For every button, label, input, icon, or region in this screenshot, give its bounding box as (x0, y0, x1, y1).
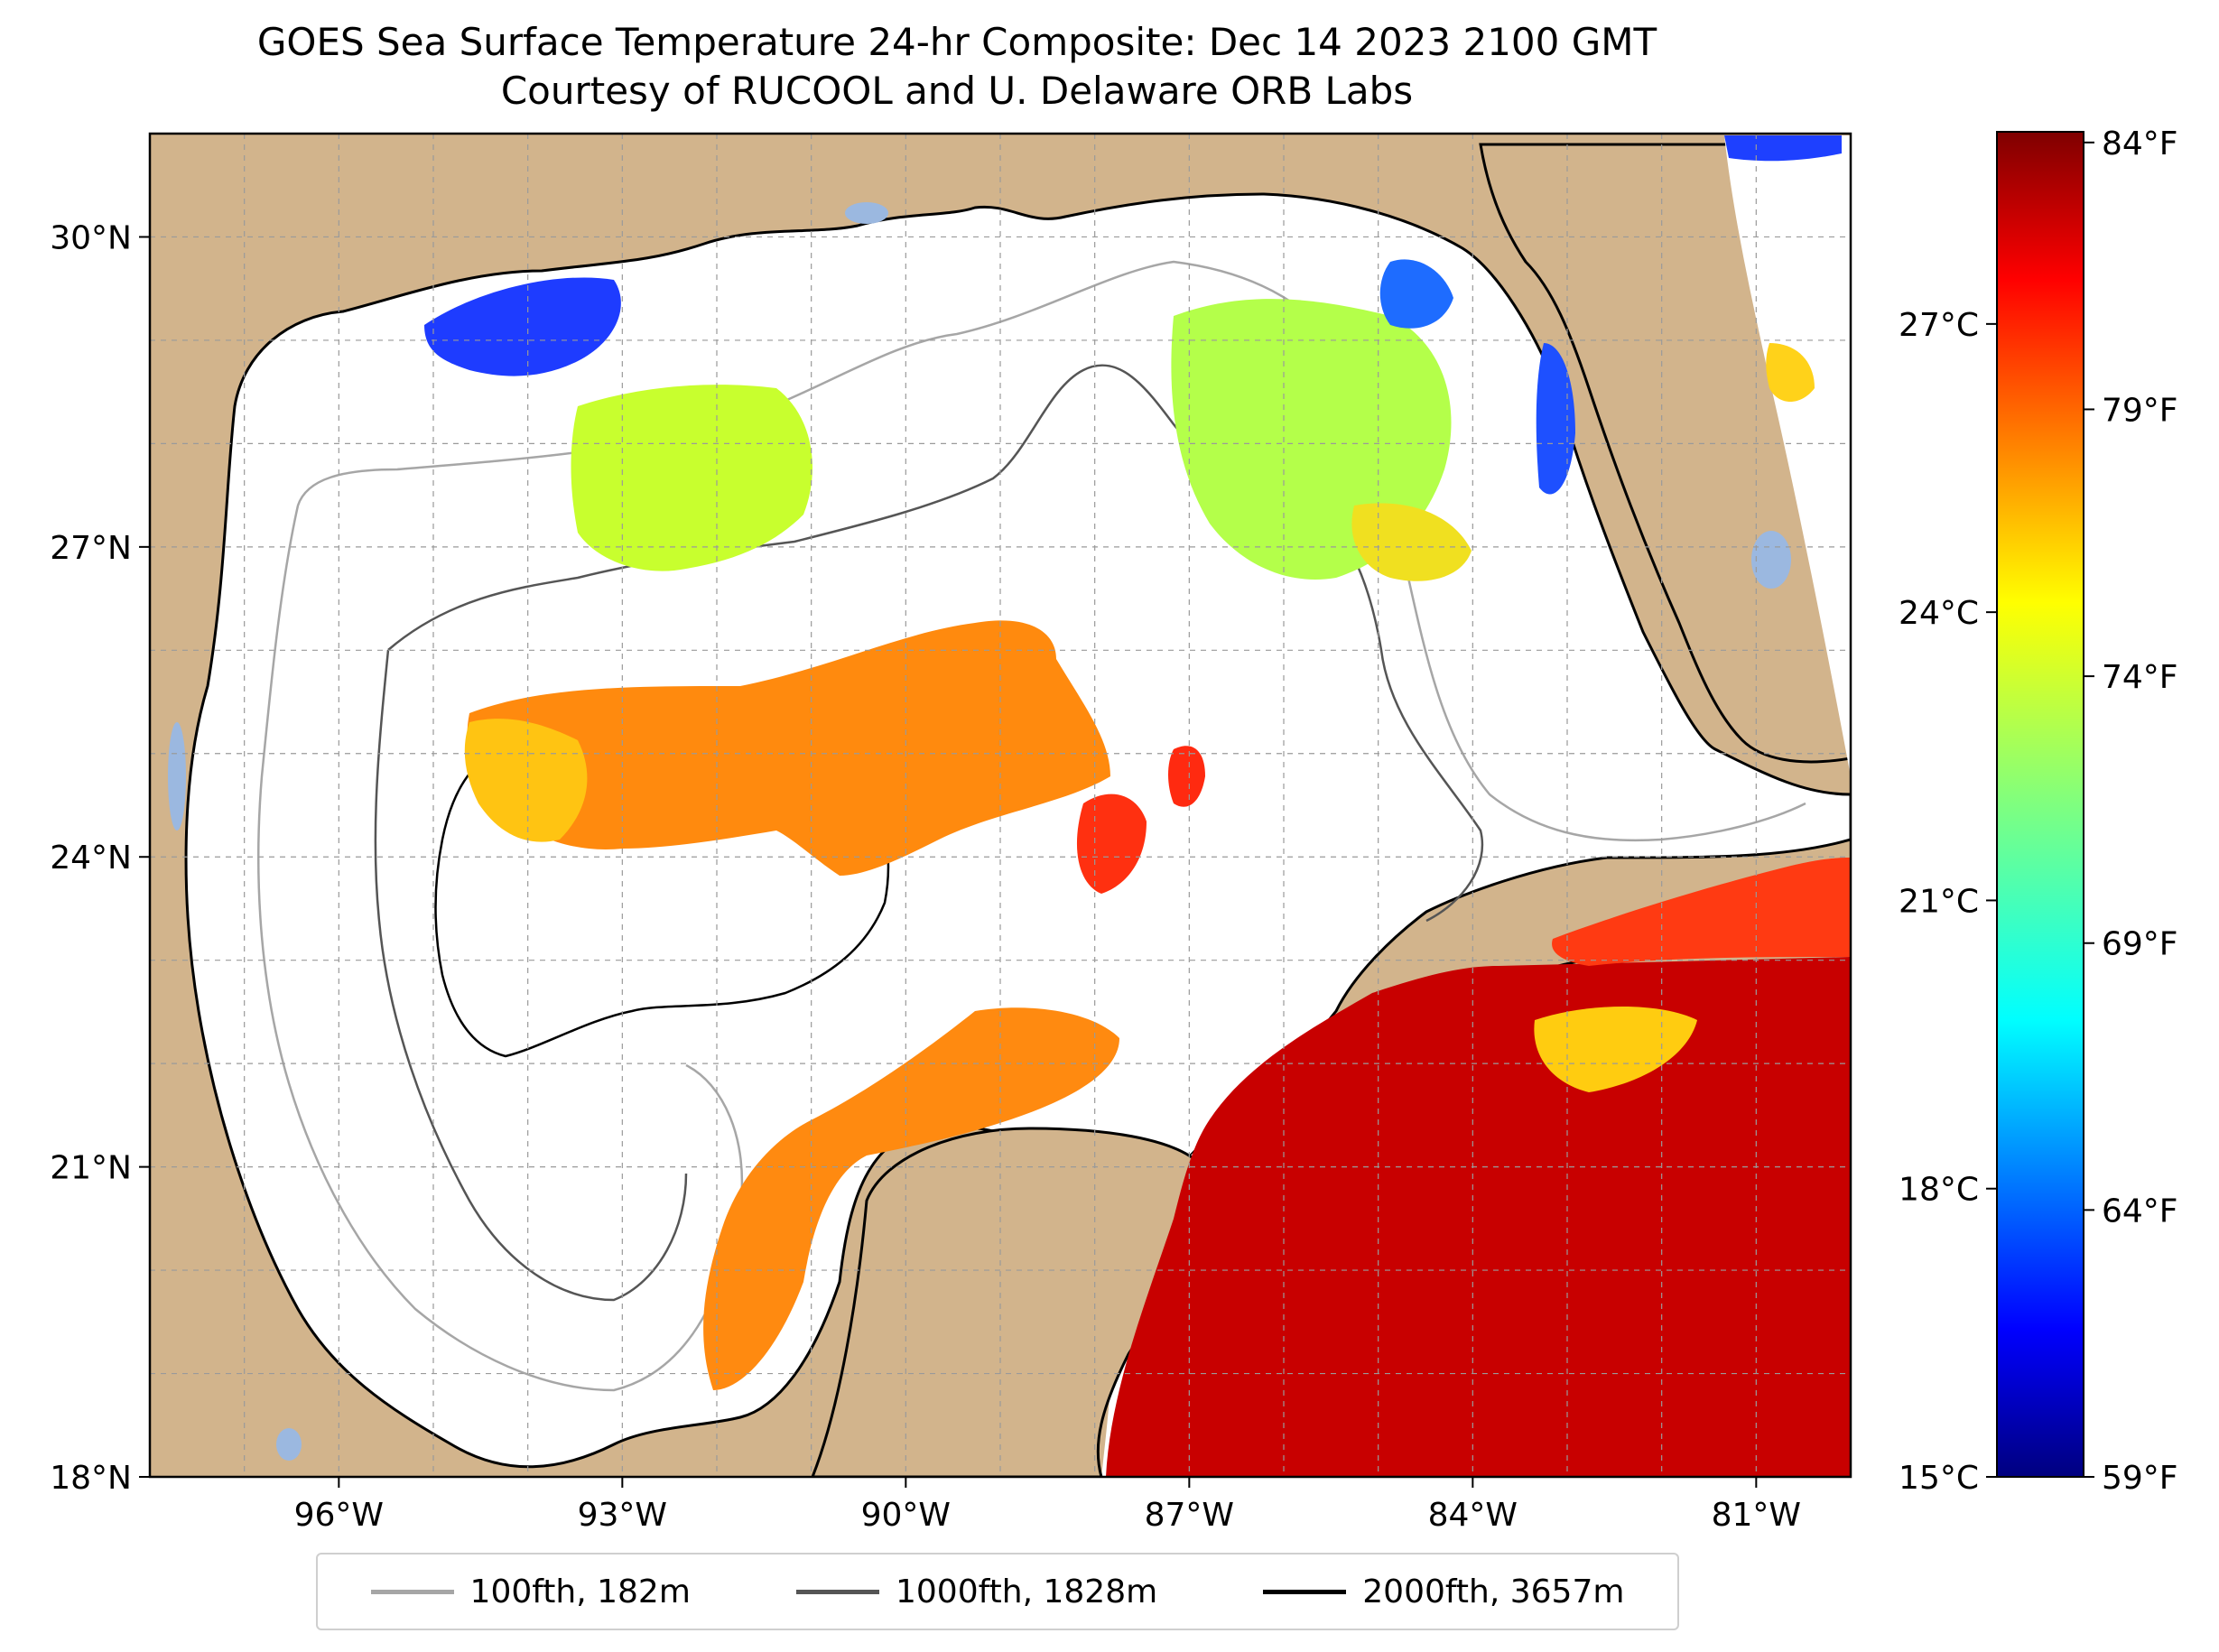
celsius-tick-label: 21°C (1899, 883, 1979, 920)
sst-patch-central-gulf (467, 620, 1110, 876)
fahrenheit-tick-label: 79°F (2102, 392, 2178, 429)
sst-patch-cuba-inland (1534, 1007, 1697, 1092)
sst-patch-caribbean (1106, 957, 1851, 1477)
celsius-tick-label: 15°C (1899, 1460, 1979, 1497)
laguna-madre (168, 722, 186, 831)
lon-tick-label: 87°W (1145, 1497, 1234, 1534)
lat-tick-label: 27°N (50, 530, 132, 567)
lon-tick-label: 84°W (1428, 1497, 1518, 1534)
sst-patch-bay-of-campeche (703, 1007, 1119, 1390)
fahrenheit-tick-label: 84°F (2102, 125, 2178, 162)
celsius-tick-label: 27°C (1899, 307, 1979, 344)
fahrenheit-tick-label: 74°F (2102, 659, 2178, 696)
colorbar-ticks: 27°C 24°C 21°C 18°C 15°C 84°F 79°F 74°F 69°F 64°F… (1899, 125, 2177, 1497)
lake-okeechobee (1751, 531, 1791, 589)
map-frame (148, 132, 1852, 1479)
lon-tick-label: 81°W (1712, 1497, 1801, 1534)
map-title: GOES Sea Surface Temperature 24-hr Compo… (256, 20, 1657, 64)
sst-patch-loop-north (1168, 746, 1205, 807)
fahrenheit-tick-label: 59°F (2102, 1460, 2178, 1497)
sst-patch-atlantic-florida (1724, 135, 1842, 162)
lon-tick-label: 93°W (578, 1497, 667, 1534)
fahrenheit-tick-label: 64°F (2102, 1193, 2178, 1230)
map-subtitle: Courtesy of RUCOOL and U. Delaware ORB L… (500, 69, 1414, 113)
celsius-tick-label: 24°C (1899, 595, 1979, 632)
legend-label-2000fth: 2000fth, 3657m (1362, 1573, 1625, 1610)
lat-tick-label: 30°N (50, 219, 132, 256)
sst-patch-tampa-coast (1536, 343, 1575, 495)
legend-line-1000fth (796, 1589, 879, 1594)
sst-patch-louisiana-shelf (571, 385, 812, 571)
atlantic-ocean (1724, 135, 1851, 776)
legend-label-1000fth: 1000fth, 1828m (896, 1573, 1158, 1610)
lat-tick-label: 24°N (50, 840, 132, 877)
colorbar (1996, 131, 2084, 1478)
bathymetry-legend: 100fth, 182m 1000fth, 1828m 2000fth, 365… (316, 1553, 1679, 1630)
legend-label-100fth: 100fth, 182m (469, 1573, 691, 1610)
sst-patch-texas-shelf (424, 277, 621, 376)
latitude-tick-labels: 30°N 27°N 24°N 21°N 18°N (50, 219, 150, 1497)
sst-patch-apalachee-bay (1379, 259, 1453, 329)
sst-patch-north-cuba (1552, 858, 1851, 966)
sst-patch-atlantic-yellow (1766, 343, 1815, 402)
legend-item-1000fth: 1000fth, 1828m (796, 1573, 1157, 1610)
lake-pontchartrain (845, 202, 888, 224)
legend-item-100fth: 100fth, 182m (370, 1573, 691, 1610)
legend-item-2000fth: 2000fth, 3657m (1263, 1573, 1624, 1610)
fahrenheit-tick-label: 69°F (2102, 926, 2178, 963)
legend-line-2000fth (1263, 1589, 1347, 1594)
lake-nicaragua-area (276, 1428, 302, 1461)
lat-tick-label: 18°N (50, 1460, 132, 1497)
longitude-tick-labels: 96°W 93°W 90°W 87°W 84°W 81°W (294, 1477, 1801, 1534)
sst-patch-big-bend (1351, 503, 1472, 581)
sst-patch-western-yellow (464, 719, 588, 842)
lat-tick-label: 21°N (50, 1150, 132, 1187)
legend-line-100fth (370, 1589, 454, 1594)
lon-tick-label: 96°W (294, 1497, 384, 1534)
lon-tick-label: 90°W (861, 1497, 951, 1534)
celsius-tick-label: 18°C (1899, 1172, 1979, 1209)
